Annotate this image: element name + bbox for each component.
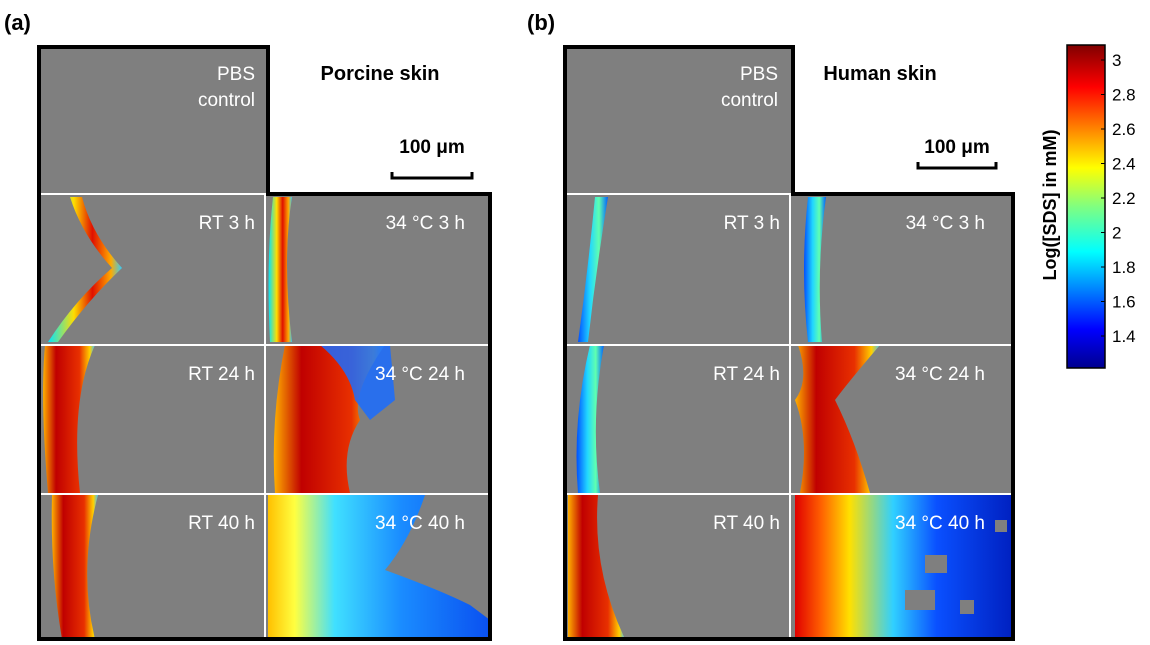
tile-label: RT 24 h	[713, 364, 780, 385]
panel-b-title: Human skin	[823, 63, 936, 85]
control-image	[39, 47, 268, 194]
scale-bar-label: 100 μm	[399, 137, 465, 158]
scale-bar	[916, 162, 998, 170]
colorbar-tick-label: 1.6	[1112, 293, 1136, 312]
colorbar-tick-label: 3	[1112, 51, 1121, 70]
sds-profile-rt-24h	[576, 345, 604, 493]
panel-b-letter: (b)	[527, 10, 555, 35]
sds-profile-34c-3h	[268, 197, 292, 342]
tile-label: 34 °C 3 h	[386, 213, 465, 234]
tile-label: RT 3 h	[199, 213, 255, 234]
colorbar-ticks: 3 2.8 2.6 2.4 2.2 2 1.8 1.6 1.4	[1101, 51, 1136, 346]
control-label-line1: PBS	[740, 64, 778, 85]
panel-a-frame	[37, 45, 492, 641]
panel-a: (a) PBS control Porcine skin 100 μm	[4, 10, 492, 641]
tile-label: 34 °C 24 h	[895, 364, 985, 385]
colorbar: Log([SDS] in mM) 3 2.8 2.6 2.4 2.2 2 1.8 1.6 1.4	[1040, 44, 1136, 369]
colorbar-tick-label: 1.8	[1112, 258, 1136, 277]
sds-profile-rt-24h	[43, 345, 95, 493]
tile-label: RT 3 h	[724, 213, 780, 234]
grid-lines	[565, 193, 1013, 639]
panel-a-letter: (a)	[4, 10, 31, 35]
control-image	[565, 47, 793, 194]
colorbar-tick-label: 2.4	[1112, 155, 1136, 174]
control-label-line2: control	[721, 90, 778, 111]
panel-b: (b) PBS control Human skin 1	[527, 10, 1015, 641]
colorbar-tick-label: 1.4	[1112, 327, 1136, 346]
control-label-line1: PBS	[217, 64, 255, 85]
colorbar-gradient	[1066, 44, 1106, 369]
tile-label: 34 °C 24 h	[375, 364, 465, 385]
control-label-line2: control	[198, 90, 255, 111]
panel-b-frame	[563, 45, 1015, 641]
tile-label: 34 °C 40 h	[375, 513, 465, 534]
sds-profile-34c-24h	[795, 345, 880, 493]
colorbar-tick-label: 2.6	[1112, 120, 1136, 139]
sds-profile-34c-40h	[268, 495, 490, 639]
sds-profile-rt-40h	[568, 495, 625, 639]
colorbar-tick-label: 2.2	[1112, 189, 1136, 208]
tile-label: RT 40 h	[713, 513, 780, 534]
grid-lines	[39, 193, 490, 639]
sds-profile-rt-3h	[48, 197, 122, 342]
tile-label: 34 °C 40 h	[895, 513, 985, 534]
sds-profile-34c-40h	[795, 495, 1013, 639]
colorbar-tick-label: 2	[1112, 224, 1121, 243]
sds-profile-rt-3h	[578, 197, 608, 342]
diffusion-front-34c-24h	[320, 345, 395, 420]
sds-profile-34c-3h	[804, 197, 826, 342]
panel-a-title: Porcine skin	[321, 63, 440, 85]
scale-bar-label: 100 μm	[924, 137, 990, 158]
scale-bar	[390, 172, 474, 180]
gaps	[905, 520, 1007, 614]
sds-profile-rt-40h	[51, 495, 98, 639]
tile-label: 34 °C 3 h	[906, 213, 985, 234]
colorbar-tick-label: 2.8	[1112, 86, 1136, 105]
colorbar-label: Log([SDS] in mM)	[1040, 130, 1060, 281]
tile-label: RT 40 h	[188, 513, 255, 534]
tile-label: RT 24 h	[188, 364, 255, 385]
